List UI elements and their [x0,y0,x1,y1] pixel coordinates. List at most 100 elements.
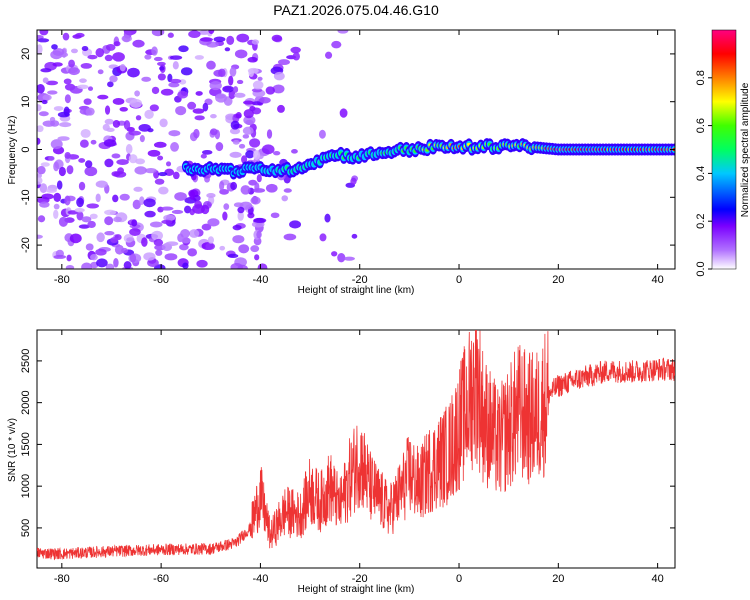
heatmap-noise-blob [236,33,250,43]
heatmap-noise-blob [236,79,244,85]
heatmap-noise-blob [147,128,154,133]
heatmap-noise-blob [117,167,124,175]
x-tick-label: 40 [651,274,663,286]
heatmap-noise-blob [104,209,117,216]
heatmap-noise-blob [222,211,228,221]
heatmap-noise-blob [68,67,80,76]
heatmap-y-label: Frequency (Hz) [7,116,18,185]
heatmap-noise-blob [144,210,156,218]
heatmap-noise-blob [177,90,189,99]
heatmap-noise-blob [64,195,71,206]
x-tick-label: 0 [456,573,462,585]
heatmap-noise-blob [53,161,60,172]
heatmap-noise-blob [277,104,285,113]
y-tick-label: 0 [20,146,32,152]
heatmap-noise-blob [78,224,90,229]
heatmap-noise-blob [256,174,262,183]
heatmap-noise-blob [63,78,72,85]
heatmap-noise-blob [163,214,176,222]
heatmap-noise-blob [281,195,289,202]
heatmap-noise-blob [40,68,52,73]
heatmap-noise-blob [252,150,261,161]
heatmap-noise-blob [89,213,98,220]
heatmap-noise-blob [42,77,49,84]
heatmap-noise-blob [208,30,215,35]
heatmap-noise-blob [159,118,168,128]
heatmap-noise-blob [251,107,262,115]
heatmap-noise-blob [87,86,94,91]
heatmap-noise-blob [103,139,117,147]
heatmap-noise-blob [213,36,226,43]
heatmap-noise-blob [209,80,222,91]
heatmap-noise-blob [37,104,42,112]
heatmap-noise-blob [193,128,200,139]
heatmap-noise-blob [53,106,64,112]
heatmap-noise-blob [337,252,346,263]
heatmap-noise-blob [179,243,189,251]
heatmap-noise-blob [37,38,50,43]
heatmap-noise-blob [122,34,131,43]
heatmap-noise-blob [249,138,261,148]
heatmap-noise-blob [158,172,168,177]
heatmap-noise-blob [228,75,234,86]
heatmap-noise-blob [65,265,75,269]
x-tick-label: -80 [54,274,70,286]
colorbar-tick-label: 0.6 [695,118,707,133]
heatmap-noise-blob [133,186,143,192]
heatmap-noise-blob [237,206,245,214]
heatmap-noise-blob [90,254,98,261]
heatmap-noise-blob [85,243,94,251]
heatmap-noise-blob [80,128,91,138]
heatmap-noise-blob [131,219,138,227]
heatmap-noise-blob [270,212,280,219]
heatmap-noise-blob [63,106,70,117]
snr-x-label: Height of straight line (km) [298,584,415,595]
heatmap-noise-blob [289,220,302,229]
heatmap-noise-blob [56,180,63,190]
heatmap-noise-blob [37,125,44,133]
heatmap-noise-blob [48,156,55,161]
heatmap-noise-blob [87,220,96,229]
heatmap-noise-blob [172,171,180,180]
heatmap-noise-blob [119,106,128,112]
heatmap-noise-blob [95,248,107,256]
heatmap-noise-blob [189,208,195,216]
heatmap-noise-blob [149,221,163,228]
heatmap-noise-blob [114,244,124,255]
heatmap-x-axis: -80 -60 -40 -20 0 20 40 [54,30,664,286]
heatmap-noise-blob [139,196,145,205]
heatmap-noise-blob [79,139,89,148]
heatmap-noise-blob [251,101,263,106]
heatmap-noise-blob [128,130,141,136]
heatmap-panel: -80 -60 -40 -20 0 20 40 -20 -10 0 10 20 Height of … [7,29,676,296]
heatmap-noise-blob [180,67,193,76]
heatmap-noise-blob [251,39,259,45]
heatmap-noise-blob [233,92,246,98]
snr-series-line [37,330,675,561]
heatmap-noise-blob [247,56,258,63]
heatmap-noise-blob [81,262,93,269]
heatmap-noise-blob [226,35,235,45]
heatmap-noise-blob [228,90,236,100]
heatmap-noise-blob [192,108,205,114]
heatmap-noise-blob [243,109,254,119]
heatmap-noise-blob [105,263,115,269]
heatmap-noise-blob [237,264,248,269]
heatmap-noise-blob [227,253,239,259]
heatmap-noise-blob [331,251,338,257]
x-tick-label: 0 [456,274,462,286]
x-tick-label: -60 [153,274,169,286]
heatmap-noise-blob [134,90,140,97]
y-tick-label: -10 [20,189,32,205]
colorbar-tick-label: 0.0 [695,261,707,276]
heatmap-noise-blob [229,127,241,135]
snr-frame [36,329,676,569]
heatmap-noise-blob [254,182,260,192]
heatmap-noise-blob [83,98,92,105]
heatmap-noise-blob [181,237,191,244]
y-tick-label: 500 [20,519,32,537]
heatmap-noise-blob [272,84,285,94]
heatmap-noise-blob [261,144,275,155]
heatmap-noise-blob [265,183,278,193]
heatmap-noise-blob [182,262,189,269]
